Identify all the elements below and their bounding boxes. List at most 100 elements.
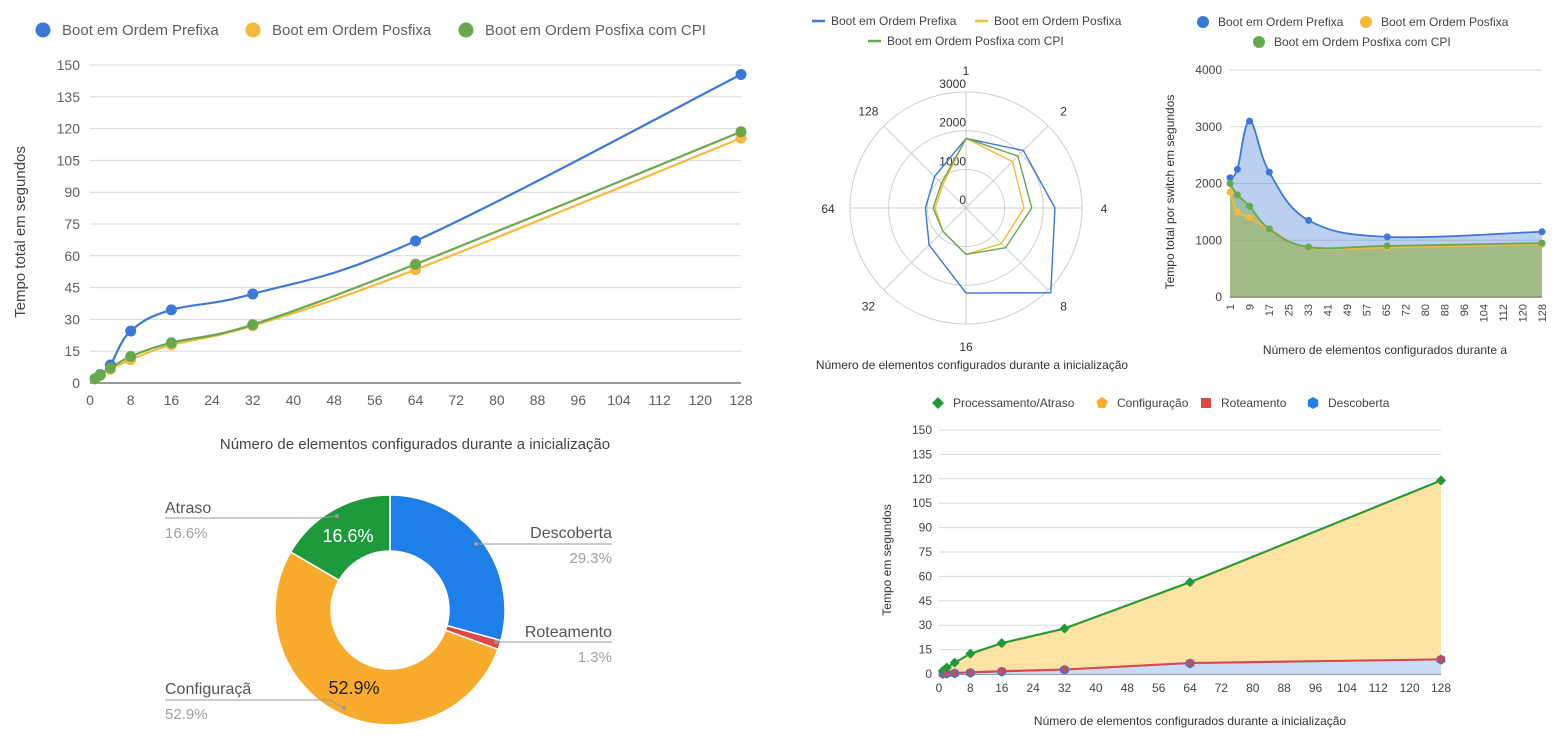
y-tick-label: 4000 — [1195, 63, 1222, 77]
data-point — [1436, 475, 1446, 486]
data-point — [1186, 659, 1194, 667]
data-point — [247, 319, 259, 331]
legend-marker — [1201, 398, 1211, 408]
y-axis-title: Tempo em segundos — [880, 504, 894, 615]
y-tick-label: 135 — [57, 89, 81, 105]
x-tick-label: 32 — [1058, 681, 1072, 695]
radar-category-label: 1 — [963, 64, 970, 78]
x-tick-label: 104 — [1337, 681, 1357, 695]
legend-label: Boot em Ordem Prefixa — [62, 22, 219, 39]
y-tick-label: 60 — [64, 248, 80, 264]
y-tick-label: 45 — [64, 280, 80, 296]
y-tick-label: 45 — [919, 594, 933, 608]
data-point — [1265, 225, 1273, 233]
radar-category-label: 4 — [1101, 202, 1108, 216]
y-tick-label: 30 — [919, 618, 933, 632]
y-tick-label: 90 — [64, 184, 80, 200]
radar-category-label: 16 — [959, 340, 973, 354]
y-tick-label: 105 — [57, 152, 81, 168]
y-tick-label: 0 — [925, 667, 932, 681]
data-point — [1383, 233, 1391, 241]
radial-tick-label: 3000 — [939, 77, 966, 91]
x-tick-label: 104 — [1479, 304, 1491, 322]
x-tick-label: 1 — [1225, 304, 1237, 310]
slice-percent: 29.3% — [569, 550, 612, 567]
x-tick-label: 41 — [1323, 304, 1335, 316]
data-point — [966, 668, 974, 676]
x-tick-label: 72 — [448, 392, 464, 408]
y-tick-label: 2000 — [1195, 177, 1222, 191]
data-point — [943, 669, 951, 677]
radar-series — [924, 137, 1056, 294]
data-point — [1059, 623, 1070, 634]
y-tick-label: 30 — [64, 311, 80, 327]
slice-percent: 16.6% — [165, 525, 208, 542]
x-tick-label: 80 — [489, 392, 505, 408]
x-tick-label: 16 — [164, 392, 180, 408]
x-tick-label: 49 — [1342, 304, 1354, 316]
radar-spoke — [965, 207, 1049, 291]
legend-marker — [1253, 36, 1265, 48]
x-axis-title: Número de elementos configurados durante… — [1034, 714, 1347, 728]
x-tick-label: 80 — [1246, 681, 1260, 695]
data-point — [996, 638, 1007, 649]
x-tick-label: 32 — [245, 392, 261, 408]
legend-label: Boot em Ordem Posfixa com CPI — [887, 34, 1064, 48]
data-point — [165, 337, 177, 349]
y-tick-label: 15 — [64, 343, 80, 359]
radar-category-label: 64 — [821, 202, 835, 216]
data-point — [1233, 165, 1241, 173]
legend-marker — [1307, 397, 1319, 409]
x-tick-label: 17 — [1264, 304, 1276, 316]
data-point — [1265, 168, 1273, 176]
y-tick-label: 0 — [72, 375, 80, 391]
x-tick-label: 8 — [127, 392, 135, 408]
legend-label: Configuração — [1117, 396, 1189, 410]
legend-label: Boot em Ordem Posfixa com CPI — [1274, 35, 1451, 49]
x-tick-label: 24 — [204, 392, 220, 408]
slice-label: Roteamento — [525, 624, 612, 641]
data-point — [1233, 208, 1241, 216]
y-tick-label: 105 — [912, 496, 932, 510]
x-tick-label: 88 — [530, 392, 546, 408]
x-tick-label: 0 — [86, 392, 94, 408]
y-tick-label: 60 — [919, 569, 933, 583]
data-point — [1383, 242, 1391, 250]
y-tick-label: 120 — [912, 472, 932, 486]
leader-dot — [335, 514, 339, 518]
legend-marker — [1197, 16, 1209, 28]
radar-spoke — [883, 207, 967, 291]
leader-dot — [474, 542, 478, 546]
y-tick-label: 3000 — [1195, 120, 1222, 134]
x-tick-label: 96 — [570, 392, 586, 408]
leader-line — [165, 699, 345, 709]
series-line — [94, 137, 742, 380]
data-point — [949, 657, 960, 668]
x-tick-label: 120 — [689, 392, 713, 408]
slice-percent: 52.9% — [165, 706, 208, 723]
x-tick-label: 72 — [1401, 304, 1413, 316]
donut-chart: Descoberta 29.3% Roteamento 1.3% Configuraçã… — [165, 494, 612, 726]
y-axis-title: Tempo total por switch em segundos — [1163, 95, 1177, 290]
x-tick-label: 16 — [995, 681, 1009, 695]
radar-category-label: 128 — [858, 104, 878, 118]
legend-label: Boot em Ordem Posfixa — [1381, 15, 1509, 29]
x-tick-label: 120 — [1518, 304, 1530, 322]
data-point — [410, 235, 421, 247]
y-tick-label: 150 — [912, 423, 932, 437]
data-point — [1185, 577, 1195, 588]
slice-label: Descoberta — [530, 525, 612, 542]
y-axis-title: Tempo total em segundos — [12, 146, 29, 318]
data-point — [247, 288, 259, 300]
y-tick-label: 75 — [919, 545, 933, 559]
series-line — [94, 73, 742, 380]
x-tick-label: 56 — [367, 392, 383, 408]
x-axis-title: Número de elementos configurados durante… — [220, 436, 610, 453]
x-tick-label: 8 — [967, 681, 974, 695]
x-tick-label: 80 — [1420, 304, 1432, 316]
x-tick-label: 40 — [286, 392, 302, 408]
y-tick-label: 15 — [919, 643, 933, 657]
legend-marker — [932, 397, 944, 409]
